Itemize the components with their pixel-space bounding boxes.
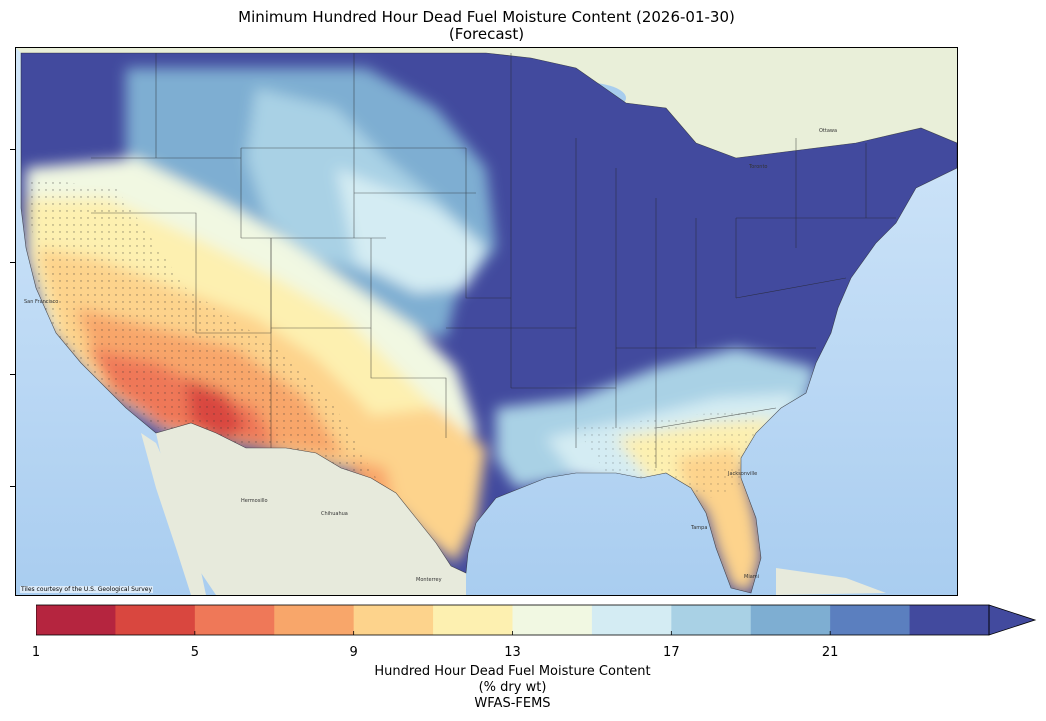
city-label-ottawa: Ottawa bbox=[819, 128, 837, 134]
colorbar-units: (% dry wt) bbox=[478, 680, 547, 695]
colorbar-bin bbox=[512, 605, 593, 635]
colorbar bbox=[36, 604, 1037, 636]
state-boundaries bbox=[20, 52, 957, 594]
basemap-labels: San Francisco Hermosillo Chihuahua Monte… bbox=[24, 128, 837, 583]
colorbar-tick-label: 21 bbox=[821, 645, 839, 660]
city-label-hermosillo: Hermosillo bbox=[241, 498, 268, 504]
map-canvas: San Francisco Hermosillo Chihuahua Monte… bbox=[16, 48, 957, 595]
colorbar-bin bbox=[591, 605, 672, 635]
colorbar-bin bbox=[750, 605, 831, 635]
colorbar-bin bbox=[671, 605, 752, 635]
city-label-san-francisco: San Francisco bbox=[24, 299, 58, 305]
colorbar-tick-label: 13 bbox=[504, 645, 521, 660]
map-subtitle: (Forecast) bbox=[448, 25, 525, 43]
colorbar-bin bbox=[36, 605, 116, 635]
y-tick-mark bbox=[10, 149, 15, 150]
caribbean-land bbox=[776, 568, 886, 595]
colorbar-bin bbox=[353, 605, 434, 635]
y-tick-mark bbox=[10, 262, 15, 263]
city-label-miami: Miami bbox=[744, 574, 759, 580]
colorbar-tick-label: 1 bbox=[31, 645, 41, 660]
baja-peninsula bbox=[141, 433, 206, 595]
city-label-jacksonville: Jacksonville bbox=[727, 471, 757, 477]
colorbar-bins bbox=[36, 605, 990, 635]
colorbar-label: Hundred Hour Dead Fuel Moisture Content bbox=[374, 664, 651, 679]
colorbar-bin bbox=[115, 605, 196, 635]
colorbar-source: WFAS-FEMS bbox=[474, 696, 551, 711]
y-tick-mark bbox=[10, 486, 15, 487]
city-label-toronto: Toronto bbox=[748, 164, 767, 170]
city-label-chihuahua: Chihuahua bbox=[321, 511, 348, 517]
colorbar-bin bbox=[274, 605, 355, 635]
colorbar-ticks bbox=[36, 631, 831, 635]
map-title: Minimum Hundred Hour Dead Fuel Moisture … bbox=[238, 8, 735, 26]
mexico-land bbox=[156, 423, 466, 595]
y-tick-mark bbox=[10, 374, 15, 375]
colorbar-bin bbox=[830, 605, 911, 635]
colorbar-tick-label: 17 bbox=[663, 645, 680, 660]
city-label-monterrey: Monterrey bbox=[416, 577, 442, 583]
colorbar-tick-label: 5 bbox=[190, 645, 199, 660]
colorbar-bin bbox=[194, 605, 275, 635]
tile-attribution: Tiles courtesy of the U.S. Geological Su… bbox=[20, 586, 154, 593]
colorbar-bin bbox=[433, 605, 513, 635]
city-label-tampa: Tampa bbox=[690, 525, 707, 531]
colorbar-extend-arrow bbox=[988, 604, 1037, 636]
canada-land bbox=[16, 48, 957, 158]
colorbar-bin bbox=[909, 605, 990, 635]
map-panel[interactable]: San Francisco Hermosillo Chihuahua Monte… bbox=[15, 47, 958, 596]
colorbar-tick-label: 9 bbox=[349, 645, 358, 660]
